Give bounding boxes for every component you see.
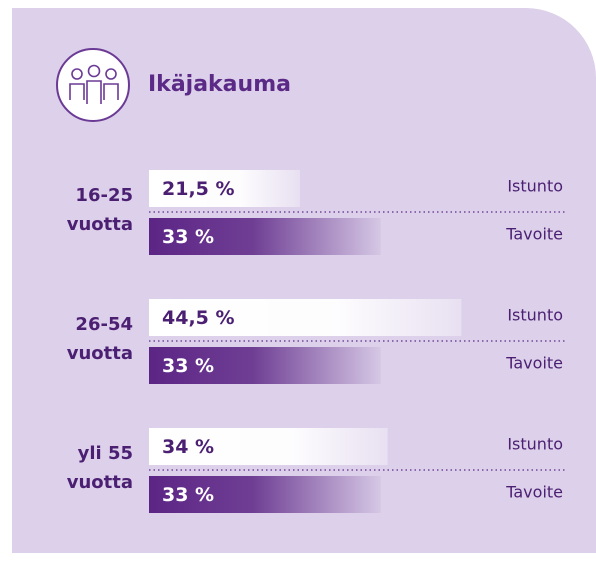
bar — [149, 299, 462, 336]
legend-label: Tavoite — [505, 225, 563, 244]
legend-label: Tavoite — [505, 483, 563, 502]
value-label: 21,5 % — [162, 178, 235, 200]
bar — [149, 347, 381, 384]
value-label: 33 % — [162, 226, 214, 248]
icon — [56, 48, 130, 122]
category-label: yli 55 vuotta — [66, 443, 133, 493]
bar — [149, 428, 388, 465]
legend-label: Istunto — [507, 306, 563, 325]
legend-label: Tavoite — [505, 354, 563, 373]
legend-label: Istunto — [507, 177, 563, 196]
category-label: 26-54 vuotta — [66, 314, 133, 364]
chart-title: Ikäjakauma — [148, 72, 291, 97]
bar — [149, 170, 300, 207]
category-label: 16-25 vuotta — [66, 185, 133, 235]
value-label: 33 % — [162, 355, 214, 377]
value-label: 33 % — [162, 484, 214, 506]
value-label: 34 % — [162, 436, 214, 458]
bar — [149, 476, 381, 513]
value-label: 44,5 % — [162, 307, 235, 329]
card — [12, 8, 596, 553]
legend-label: Istunto — [507, 435, 563, 454]
bar — [149, 218, 381, 255]
